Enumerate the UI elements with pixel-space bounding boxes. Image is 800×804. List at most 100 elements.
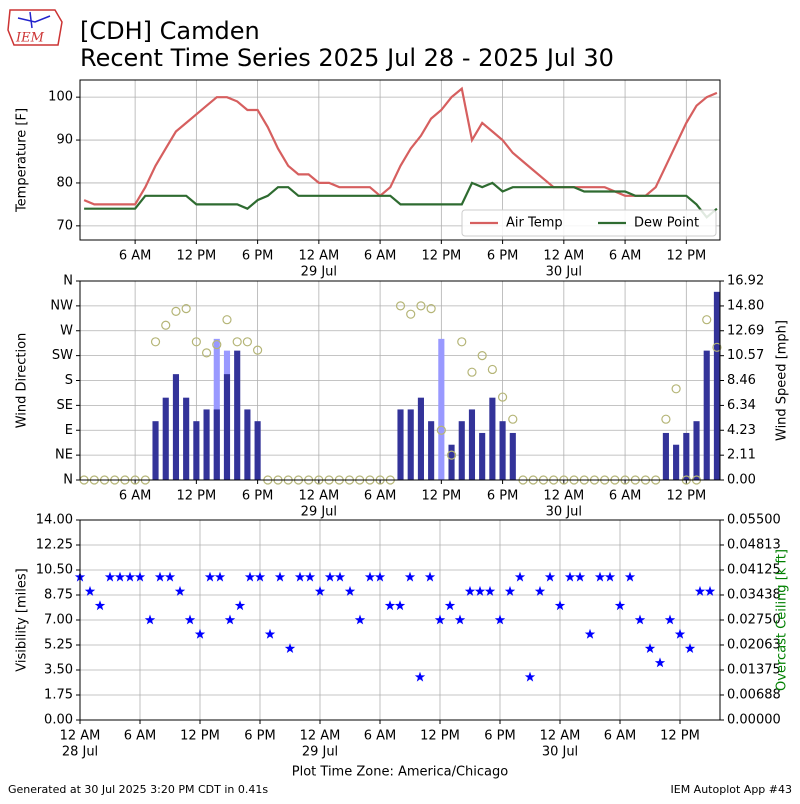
marker	[487, 364, 497, 375]
y-tick-label: 3.50	[44, 663, 73, 678]
star-marker	[134, 571, 146, 582]
y-tick-label: 70	[56, 218, 73, 233]
x-tick-label: 6 AM	[609, 249, 642, 264]
plot-area	[152, 291, 720, 480]
plot-frame	[79, 79, 721, 241]
y2-tick-label: 0.00000	[727, 713, 781, 728]
x-tick-label: 12 PM	[180, 729, 220, 744]
marker	[406, 309, 416, 319]
star-marker	[234, 600, 246, 611]
marker	[201, 348, 212, 358]
x-tick-label: 6 AM	[119, 489, 152, 504]
marker	[671, 384, 681, 394]
y-axis-label: Wind Direction	[15, 333, 30, 429]
y2-tick-label: 0.01375	[727, 663, 781, 678]
y2-tick-label: 6.34	[727, 398, 756, 413]
y2-tick-label: 2.11	[727, 448, 756, 463]
star-marker	[144, 614, 156, 625]
star-marker	[464, 585, 476, 596]
star-marker	[594, 571, 606, 582]
star-marker	[694, 585, 706, 596]
bar	[407, 409, 414, 480]
marker	[457, 337, 467, 347]
star-marker	[634, 614, 646, 625]
star-marker	[374, 571, 386, 582]
bar	[509, 432, 516, 480]
x-tick-label: 6 AM	[364, 249, 397, 264]
marker	[661, 414, 671, 424]
star-marker	[704, 585, 716, 596]
star-marker	[114, 571, 126, 582]
bar	[662, 432, 669, 480]
x-tick-label: 6 AM	[124, 729, 157, 744]
star-marker	[344, 585, 356, 596]
x-tick-label: 6 AM	[364, 729, 397, 744]
bar	[693, 421, 700, 480]
x-tick-label: 6 AM	[604, 729, 637, 744]
star-marker	[174, 585, 186, 596]
y-tick-label: 100	[48, 90, 73, 105]
star-marker	[494, 614, 506, 625]
marker	[171, 306, 181, 317]
star-marker	[604, 571, 616, 582]
star-marker	[304, 571, 316, 582]
y2-tick-label: 0.00	[727, 473, 756, 488]
star-marker	[224, 614, 236, 625]
star-marker	[284, 643, 296, 653]
x-tick-label: 6 PM	[487, 489, 518, 504]
bar	[448, 444, 455, 480]
y2-tick-label: 16.92	[727, 274, 764, 289]
y2-tick-label: 12.69	[727, 323, 764, 338]
bar	[223, 374, 231, 480]
star-marker	[324, 571, 336, 582]
star-marker	[644, 643, 656, 653]
x-axis-label: Plot Time Zone: America/Chicago	[292, 765, 508, 780]
star-marker	[364, 571, 376, 582]
star-marker	[524, 671, 536, 682]
bar	[479, 432, 486, 480]
star-marker	[334, 571, 346, 582]
marker	[212, 339, 222, 350]
marker	[702, 315, 712, 325]
y-tick-label: E	[65, 423, 73, 438]
marker	[436, 425, 446, 435]
logo: IEM	[7, 9, 63, 46]
x-tick-label: 6 PM	[242, 249, 273, 264]
x-tick-label: 12 PM	[666, 249, 706, 264]
x-tick-label: 12 PM	[421, 249, 461, 264]
marker	[232, 337, 242, 347]
star-marker	[244, 571, 256, 582]
footer-left: Generated at 30 Jul 2025 3:20 PM CDT in …	[8, 783, 268, 796]
star-marker	[294, 571, 306, 582]
marker	[191, 337, 201, 347]
plot-area	[83, 86, 718, 219]
y-tick-label: 0.00	[44, 713, 73, 728]
star-marker	[484, 585, 496, 596]
x-tick-date: 30 Jul	[546, 505, 582, 520]
star-marker	[94, 600, 106, 611]
x-tick-label: 12 PM	[176, 249, 216, 264]
star-marker	[204, 571, 216, 582]
marker	[477, 351, 487, 361]
marker	[161, 320, 171, 330]
star-marker	[584, 628, 596, 639]
y-axis-label: Temperature [F]	[15, 108, 30, 213]
y-tick-label: 14.00	[36, 513, 73, 528]
marker	[222, 315, 232, 325]
star-marker	[104, 571, 116, 582]
bar	[254, 421, 261, 480]
panel: N NE E SE S SW W NW N 0.00 2.11 4.23 6.34 8.46 10.57 12…	[15, 274, 790, 520]
bar	[244, 409, 251, 480]
bar	[172, 374, 180, 480]
bar	[703, 350, 710, 480]
x-tick-label: 12 AM	[543, 489, 584, 504]
x-tick-date: 29 Jul	[301, 505, 337, 520]
star-marker	[514, 571, 526, 582]
y-tick-label: SW	[52, 348, 73, 363]
y-tick-label: 7.00	[44, 613, 73, 628]
star-marker	[164, 571, 176, 582]
star-marker	[194, 628, 206, 639]
marker	[416, 301, 426, 311]
x-tick-label: 12 AM	[60, 729, 101, 744]
